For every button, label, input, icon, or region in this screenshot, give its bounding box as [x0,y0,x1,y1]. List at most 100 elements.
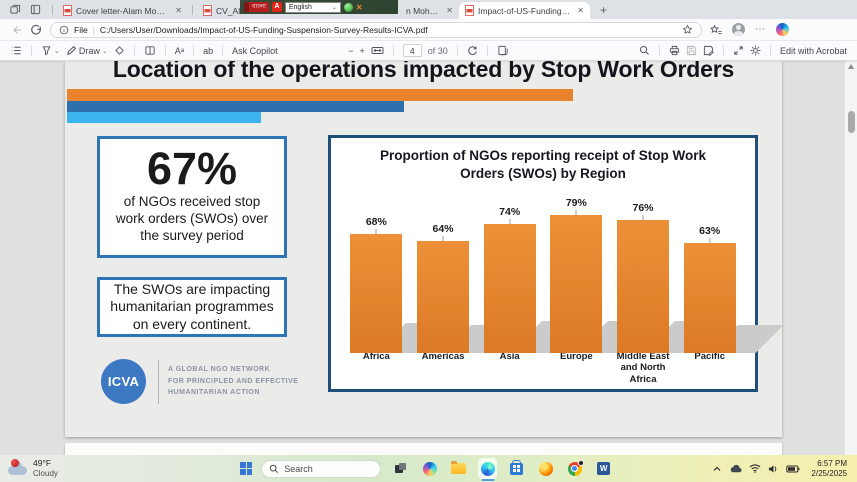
weather-cloud-icon [8,458,28,476]
bookmark-star-icon[interactable] [682,24,693,35]
tab-cover-letter[interactable]: Cover letter-Alam Mohammed N ✕ [57,2,188,19]
search-icon [270,464,279,473]
edit-with-acrobat-button[interactable]: Edit with Acrobat [779,45,847,56]
stat-text: of NGOs received stop work orders (SWOs)… [115,194,269,243]
bar-value-label: 68% [366,216,387,234]
chart-column: 63% [676,207,782,353]
translator-overlay: বাংলা A English ⌄ ✕ [240,0,398,14]
search-icon[interactable] [639,45,650,56]
page-organize-icon[interactable] [497,45,509,56]
translate-icon[interactable]: ab [203,45,214,56]
scrollbar-thumb[interactable] [847,111,855,133]
zoom-in-button[interactable]: + [359,45,365,56]
pdf-file-icon [63,5,72,16]
page-count-label: of 30 [427,45,448,56]
rotate-icon[interactable] [467,45,478,56]
edge-icon[interactable] [478,458,498,479]
save-icon [686,45,697,56]
taskbar-clock[interactable]: 6:57 PM 2/25/2025 [811,459,847,479]
draw-tool[interactable]: Draw ⌄ [66,45,108,56]
fullscreen-icon[interactable] [733,45,744,56]
firefox-icon[interactable] [536,458,555,479]
pdf-file-icon [203,5,212,16]
print-icon[interactable] [669,45,680,56]
slide-title: Location of the operations impacted by S… [112,61,735,82]
bar-value-label: 64% [432,223,453,241]
chart-column: 64% [410,207,517,353]
info-icon[interactable] [59,25,69,35]
address-bar: File | C:/Users/User/Downloads/Impact-of… [0,19,857,41]
volume-icon[interactable] [768,464,779,474]
copilot-icon[interactable] [776,23,789,36]
back-icon[interactable] [10,24,22,36]
new-tab-button[interactable]: + [600,2,608,17]
weather-widget[interactable]: 49°F Cloudy [0,458,240,478]
overlay-close-icon[interactable]: ✕ [355,2,363,12]
chart-bar: 64% [417,223,469,353]
tab-impact-survey-active[interactable]: Impact-of-US-Funding-Suspensio ✕ [459,2,590,19]
zoom-out-button[interactable]: − [348,45,354,56]
chevron-down-icon: ⌄ [331,4,337,11]
ask-copilot-button[interactable]: Ask Copilot [232,45,278,56]
battery-icon[interactable] [786,465,800,473]
file-explorer-icon[interactable] [449,458,468,479]
tab-document[interactable]: n Mohammed N ✕ [328,2,459,19]
language-select[interactable]: English ⌄ [284,1,341,13]
page-view-icon[interactable] [144,45,156,56]
pdf-viewer: Location of the operations impacted by S… [0,61,857,455]
chart-column: 74% [476,206,588,353]
page-number-input[interactable]: 4 [402,44,422,57]
status-ball-icon[interactable] [343,2,353,12]
save-as-icon[interactable] [703,45,714,56]
stat-value: 67% [146,143,238,194]
taskbar-search[interactable]: Search [261,459,382,478]
close-icon[interactable]: ✕ [577,6,584,15]
eraser-icon[interactable] [114,45,125,56]
scrollbar-up-arrow-icon[interactable] [848,64,854,69]
chrome-icon[interactable] [565,458,584,479]
store-icon[interactable] [507,458,526,479]
chevron-down-icon[interactable]: ⌄ [101,47,108,55]
text-size-icon[interactable]: Aᵃ [174,45,185,56]
highlighter-icon[interactable]: ⌄ [41,45,60,56]
pdf-file-icon [465,5,474,16]
icva-tagline: A GLOBAL NGO NETWORK FOR PRINCIPLED AND … [168,364,298,400]
tab-title: Impact-of-US-Funding-Suspensio [478,5,571,16]
tray-chevron-up-icon[interactable] [712,465,722,473]
chart-bar: 76% [617,202,670,353]
chart-bar: 74% [483,206,536,353]
profile-avatar[interactable] [732,23,745,36]
start-button[interactable] [240,462,253,475]
copilot-icon[interactable] [420,458,439,479]
word-icon[interactable]: W [594,458,613,479]
task-view-icon[interactable] [391,458,410,479]
favorites-icon[interactable] [710,23,722,36]
tab-cv[interactable]: CV_Alam Mo [197,2,328,19]
settings-gear-icon[interactable] [750,45,761,56]
clock-date: 2/25/2025 [811,468,847,478]
tab-actions-icon[interactable] [28,3,42,17]
close-icon[interactable]: ✕ [175,6,182,15]
close-icon[interactable]: ✕ [446,6,453,15]
refresh-icon[interactable] [30,24,42,36]
chart-column: 68% [343,207,453,353]
wifi-icon[interactable] [749,464,761,473]
onedrive-cloud-icon[interactable] [729,464,742,473]
acrobat-icon: A [271,2,282,12]
bar-value-label: 79% [566,197,587,215]
pdf-toolbar: ⌄ Draw ⌄ Aᵃ ab Ask Copilot − + 4 of 30 [0,41,857,61]
search-placeholder: Search [284,463,313,474]
table-of-contents-icon[interactable] [10,45,22,56]
chevron-down-icon[interactable]: ⌄ [54,47,60,55]
chart-bar: 68% [350,216,403,353]
scrollbar[interactable] [845,61,857,455]
fit-to-width-icon[interactable] [371,45,384,56]
divider: | [92,24,95,35]
continent-box: The SWOs are impacting humanitarian prog… [97,277,287,337]
divider [158,359,159,404]
bar-value-label: 63% [699,225,720,243]
category-label: Middle East and North Africa [616,350,670,385]
browser-menu-icon[interactable]: ⋯ [755,24,766,35]
workspaces-icon[interactable] [8,3,22,17]
address-field[interactable]: File | C:/Users/User/Downloads/Impact-of… [50,21,702,38]
